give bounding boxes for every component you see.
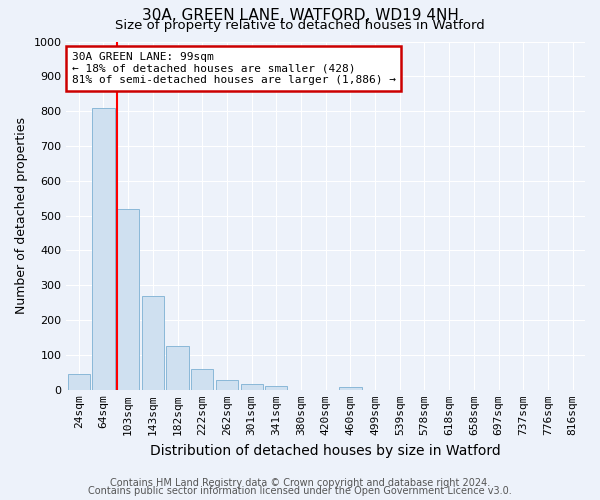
Text: 30A, GREEN LANE, WATFORD, WD19 4NH: 30A, GREEN LANE, WATFORD, WD19 4NH xyxy=(142,8,458,22)
Bar xyxy=(339,387,362,390)
Bar xyxy=(241,384,263,390)
Bar xyxy=(68,374,90,390)
Bar xyxy=(166,346,188,390)
X-axis label: Distribution of detached houses by size in Watford: Distribution of detached houses by size … xyxy=(151,444,501,458)
Bar xyxy=(92,108,115,390)
Y-axis label: Number of detached properties: Number of detached properties xyxy=(15,117,28,314)
Bar xyxy=(265,386,287,390)
Bar xyxy=(142,296,164,390)
Bar xyxy=(117,208,139,390)
Text: Size of property relative to detached houses in Watford: Size of property relative to detached ho… xyxy=(115,19,485,32)
Bar xyxy=(216,380,238,390)
Text: Contains HM Land Registry data © Crown copyright and database right 2024.: Contains HM Land Registry data © Crown c… xyxy=(110,478,490,488)
Text: Contains public sector information licensed under the Open Government Licence v3: Contains public sector information licen… xyxy=(88,486,512,496)
Bar xyxy=(191,369,214,390)
Text: 30A GREEN LANE: 99sqm
← 18% of detached houses are smaller (428)
81% of semi-det: 30A GREEN LANE: 99sqm ← 18% of detached … xyxy=(71,52,395,85)
